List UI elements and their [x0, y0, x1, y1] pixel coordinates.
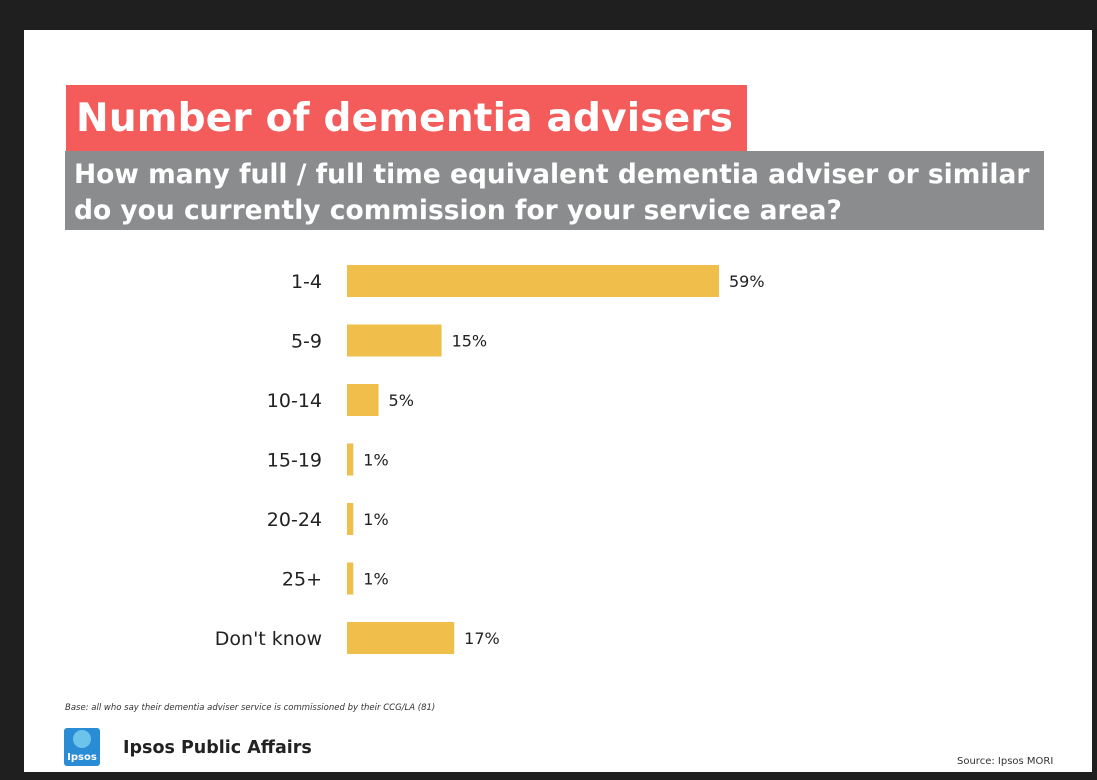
brand-name: Ipsos Public Affairs — [123, 738, 312, 758]
bar-1 — [347, 324, 442, 357]
category-label: 10-14 — [267, 390, 322, 412]
value-label: 59% — [729, 272, 765, 291]
source-note: Source: Ipsos MORI — [957, 756, 1054, 767]
value-label: 1% — [363, 570, 388, 589]
page-title: Number of dementia advisers — [76, 95, 734, 141]
ipsos-logo: Ipsos — [64, 728, 100, 766]
value-label: 17% — [464, 629, 500, 648]
bar-3 — [347, 443, 354, 476]
question-text: How many full / full time equivalent dem… — [74, 159, 1030, 226]
category-label: 1-4 — [291, 271, 322, 293]
logo-text: Ipsos — [67, 752, 97, 763]
value-label: 1% — [363, 451, 388, 470]
value-label: 5% — [389, 391, 414, 410]
question-banner: How many full / full time equivalent dem… — [65, 151, 1044, 230]
category-label: 20-24 — [267, 509, 322, 531]
value-label: 15% — [452, 332, 488, 351]
category-label: 25+ — [282, 569, 322, 591]
bar-6 — [347, 622, 455, 654]
value-label: 1% — [363, 510, 388, 529]
logo-circle-icon — [73, 730, 91, 748]
bar-5 — [347, 562, 354, 595]
category-label: Don't know — [215, 628, 322, 650]
category-label: 15-19 — [267, 450, 322, 472]
category-label: 5-9 — [291, 331, 322, 353]
bar-0 — [347, 265, 719, 297]
title-banner: Number of dementia advisers — [66, 85, 748, 151]
slide: Number of dementia advisers How many ful… — [24, 30, 1092, 772]
base-note: Base: all who say their dementia adviser… — [65, 703, 436, 713]
bar-2 — [347, 384, 379, 416]
bar-4 — [347, 503, 354, 535]
